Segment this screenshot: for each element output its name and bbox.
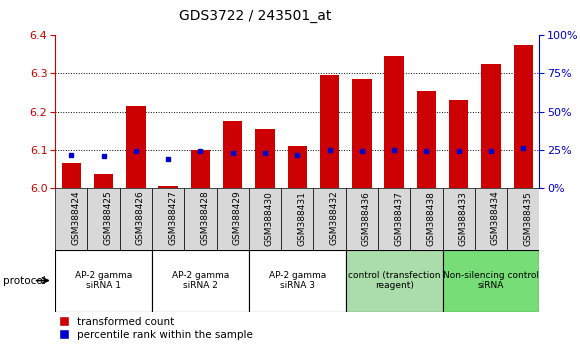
Bar: [184, 188, 216, 250]
Bar: [216, 188, 249, 250]
Text: GSM388425: GSM388425: [103, 191, 113, 245]
Bar: [191, 150, 210, 188]
Bar: [481, 64, 501, 188]
Bar: [55, 188, 88, 250]
Bar: [346, 188, 378, 250]
Bar: [223, 121, 242, 188]
Bar: [443, 188, 475, 250]
Bar: [513, 45, 533, 188]
Text: GSM388435: GSM388435: [523, 191, 532, 246]
Bar: [410, 188, 443, 250]
Bar: [320, 75, 339, 188]
Text: GSM388438: GSM388438: [426, 191, 436, 246]
Text: GSM388436: GSM388436: [362, 191, 371, 246]
Bar: [449, 100, 469, 188]
Bar: [378, 188, 410, 250]
Bar: [119, 188, 152, 250]
Text: GSM388429: GSM388429: [233, 191, 242, 245]
Text: protocol: protocol: [3, 275, 46, 286]
Text: GSM388426: GSM388426: [136, 191, 145, 245]
Bar: [255, 129, 275, 188]
Bar: [443, 250, 539, 312]
Bar: [352, 79, 372, 188]
Bar: [126, 106, 146, 188]
Bar: [61, 163, 81, 188]
Bar: [88, 188, 119, 250]
Text: Non-silencing control
siRNA: Non-silencing control siRNA: [443, 271, 539, 290]
Text: GSM388424: GSM388424: [71, 191, 80, 245]
Bar: [346, 250, 443, 312]
Text: GSM388428: GSM388428: [201, 191, 209, 245]
Text: GSM388431: GSM388431: [297, 191, 306, 246]
Text: control (transfection
reagent): control (transfection reagent): [348, 271, 440, 290]
Text: GSM388427: GSM388427: [168, 191, 177, 245]
Bar: [249, 188, 281, 250]
Bar: [313, 188, 346, 250]
Text: GDS3722 / 243501_at: GDS3722 / 243501_at: [179, 9, 331, 23]
Text: AP-2 gamma
siRNA 2: AP-2 gamma siRNA 2: [172, 271, 229, 290]
Bar: [55, 250, 152, 312]
Bar: [152, 250, 249, 312]
Bar: [94, 174, 113, 188]
Text: AP-2 gamma
siRNA 3: AP-2 gamma siRNA 3: [269, 271, 326, 290]
Bar: [281, 188, 313, 250]
Bar: [152, 188, 184, 250]
Text: GSM388430: GSM388430: [265, 191, 274, 246]
Text: GSM388434: GSM388434: [491, 191, 500, 245]
Bar: [507, 188, 539, 250]
Bar: [385, 56, 404, 188]
Legend: transformed count, percentile rank within the sample: transformed count, percentile rank withi…: [60, 317, 253, 340]
Text: GSM388437: GSM388437: [394, 191, 403, 246]
Text: AP-2 gamma
siRNA 1: AP-2 gamma siRNA 1: [75, 271, 132, 290]
Text: GSM388432: GSM388432: [329, 191, 339, 245]
Bar: [416, 91, 436, 188]
Bar: [475, 188, 507, 250]
Bar: [249, 250, 346, 312]
Bar: [288, 146, 307, 188]
Bar: [158, 186, 178, 188]
Text: GSM388433: GSM388433: [459, 191, 467, 246]
